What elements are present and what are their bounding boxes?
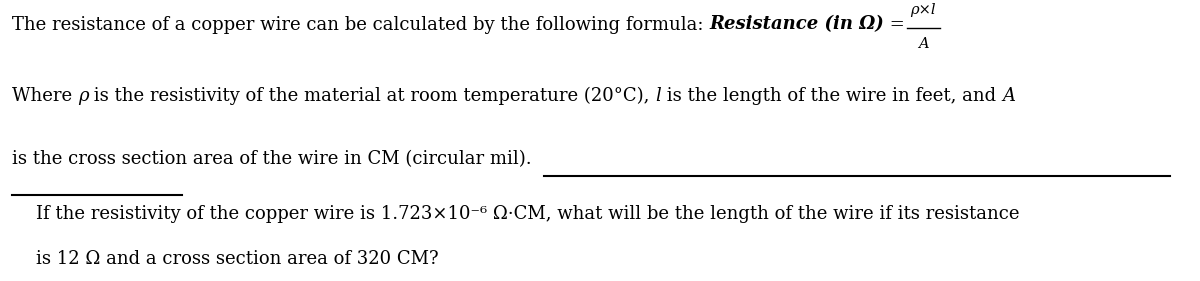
Text: Where: Where <box>12 87 78 105</box>
Text: is 12 Ω and a cross section area of 320 CM?: is 12 Ω and a cross section area of 320 … <box>36 250 439 268</box>
Text: is the cross section area of the wire in CM (circular mil).: is the cross section area of the wire in… <box>12 150 532 168</box>
Text: The resistance of a copper wire can be calculated by the following formula:: The resistance of a copper wire can be c… <box>12 15 709 33</box>
Text: l: l <box>655 87 661 105</box>
Text: =: = <box>884 15 911 33</box>
Text: is the length of the wire in feet, and: is the length of the wire in feet, and <box>661 87 1002 105</box>
Text: is the resistivity of the material at room temperature (20°C),: is the resistivity of the material at ro… <box>89 87 655 105</box>
Text: ρ: ρ <box>78 87 89 105</box>
Text: If the resistivity of the copper wire is 1.723×10⁻⁶ Ω·CM, what will be the lengt: If the resistivity of the copper wire is… <box>36 205 1020 223</box>
Text: A: A <box>1002 87 1015 105</box>
Text: Resistance (in Ω): Resistance (in Ω) <box>709 15 884 33</box>
Text: ρ×l: ρ×l <box>911 3 936 17</box>
Text: A: A <box>918 37 929 51</box>
